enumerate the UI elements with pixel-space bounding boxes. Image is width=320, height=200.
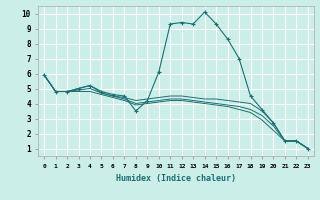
X-axis label: Humidex (Indice chaleur): Humidex (Indice chaleur) <box>116 174 236 183</box>
